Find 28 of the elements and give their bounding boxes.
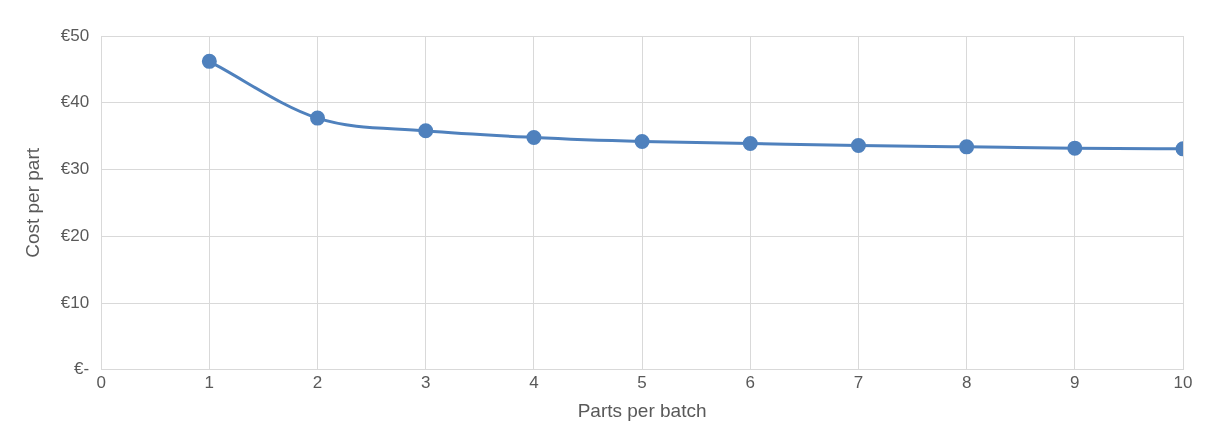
point — [1067, 140, 1083, 156]
point — [310, 110, 326, 126]
x-tick-label: 2 — [312, 372, 323, 392]
x-tick-label: 3 — [420, 372, 431, 392]
point — [959, 139, 975, 155]
x-tick-label: 10 — [1173, 372, 1193, 392]
y-tick-label: €10 — [60, 292, 90, 312]
y-tick-label: €- — [74, 359, 90, 379]
point — [742, 135, 758, 151]
x-tick-label: 8 — [961, 372, 972, 392]
x-tick-label: 6 — [745, 372, 755, 392]
x-tick-label: 5 — [637, 372, 647, 392]
x-tick-label: 4 — [529, 372, 539, 392]
point — [850, 137, 866, 153]
x-tick-label: 1 — [204, 372, 215, 392]
point — [634, 133, 650, 149]
y-tick-label: €30 — [60, 159, 90, 179]
y-tick-label: €20 — [60, 225, 90, 245]
y-tick-label: €50 — [60, 25, 90, 45]
x-tick-label: 0 — [96, 372, 106, 392]
x-axis-title: Parts per batch — [577, 399, 707, 421]
x-tick-label: 9 — [1070, 372, 1080, 392]
y-tick-label: €40 — [60, 92, 90, 112]
point — [201, 53, 217, 69]
x-tick-label: 7 — [853, 372, 864, 392]
point — [526, 129, 542, 145]
y-axis-title: Cost per part — [21, 147, 43, 258]
point — [418, 123, 434, 139]
